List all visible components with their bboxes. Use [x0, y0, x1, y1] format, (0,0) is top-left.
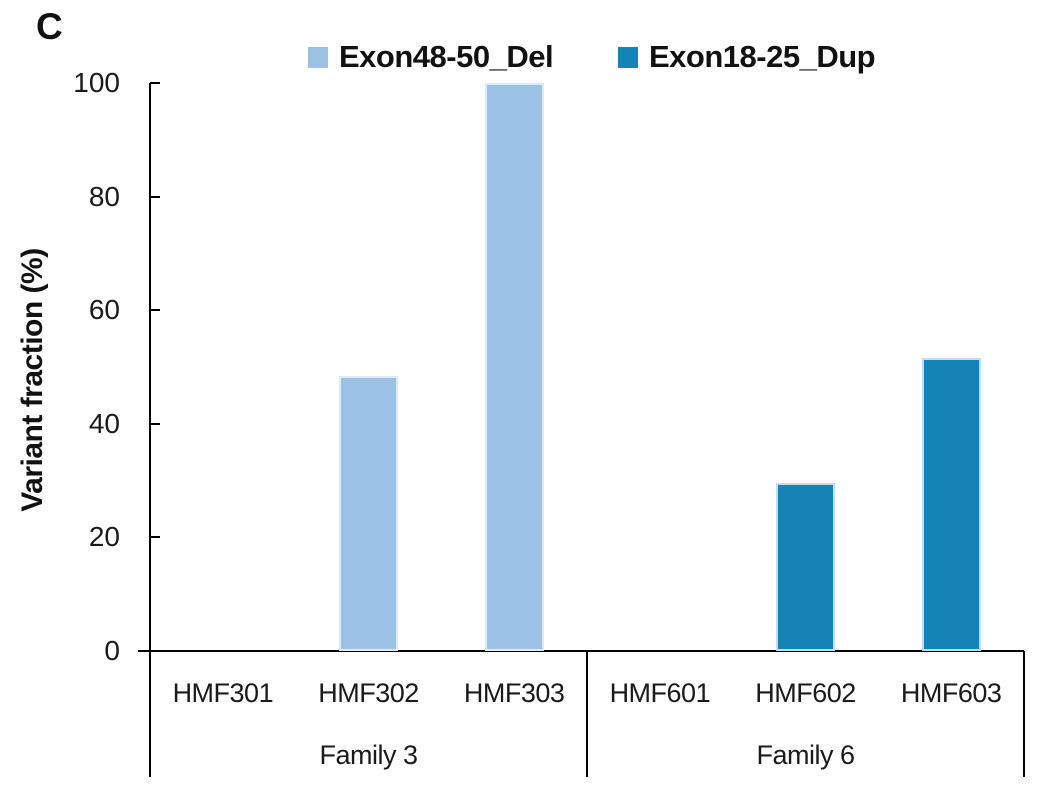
group-divider [1023, 651, 1025, 777]
y-tick-mark [150, 422, 160, 425]
x-category-label-HMF601: HMF601 [609, 678, 711, 708]
legend-label: Exon18-25_Dup [649, 39, 876, 74]
y-axis-line [149, 83, 151, 777]
panel-letter-label: C [36, 6, 63, 47]
chart-legend: Exon48-50_Del Exon18-25_Dup [0, 39, 1064, 76]
bar-HMF602 [776, 483, 835, 651]
y-tick-label: 0 [104, 635, 120, 666]
y-tick-mark [150, 195, 160, 198]
group-divider [586, 651, 588, 777]
x-category-label-HMF303: HMF303 [463, 678, 565, 708]
x-group-label-1: Family 6 [756, 740, 855, 770]
y-tick-label: 80 [88, 180, 120, 212]
x-category-label-HMF302: HMF302 [318, 678, 419, 708]
y-tick-label: 100 [73, 67, 120, 98]
x-category-label-HMF602: HMF602 [755, 678, 856, 708]
y-tick-mark [150, 536, 160, 539]
y-axis-title: Variant fraction (%) [16, 248, 49, 512]
legend-swatch-light-blue-icon [308, 46, 328, 68]
x-category-label-HMF301: HMF301 [172, 678, 274, 708]
x-group-label-0: Family 3 [319, 740, 418, 770]
y-tick-label: 20 [88, 521, 120, 553]
bar-HMF303 [485, 83, 544, 651]
legend-label: Exon48-50_Del [339, 39, 554, 74]
bar-HMF302 [339, 376, 398, 651]
y-tick-label: 60 [88, 294, 120, 326]
legend-item-exon48-50-del: Exon48-50_Del [308, 39, 554, 74]
y-tick-label: 40 [88, 407, 120, 439]
legend-item-exon18-25-dup: Exon18-25_Dup [618, 39, 876, 74]
x-category-label-HMF603: HMF603 [900, 678, 1002, 708]
legend-swatch-dark-blue-icon [618, 46, 638, 68]
x-axis-line [138, 650, 1024, 652]
y-tick-mark [150, 82, 160, 84]
bar-HMF603 [922, 358, 981, 651]
y-tick-mark [150, 309, 160, 312]
